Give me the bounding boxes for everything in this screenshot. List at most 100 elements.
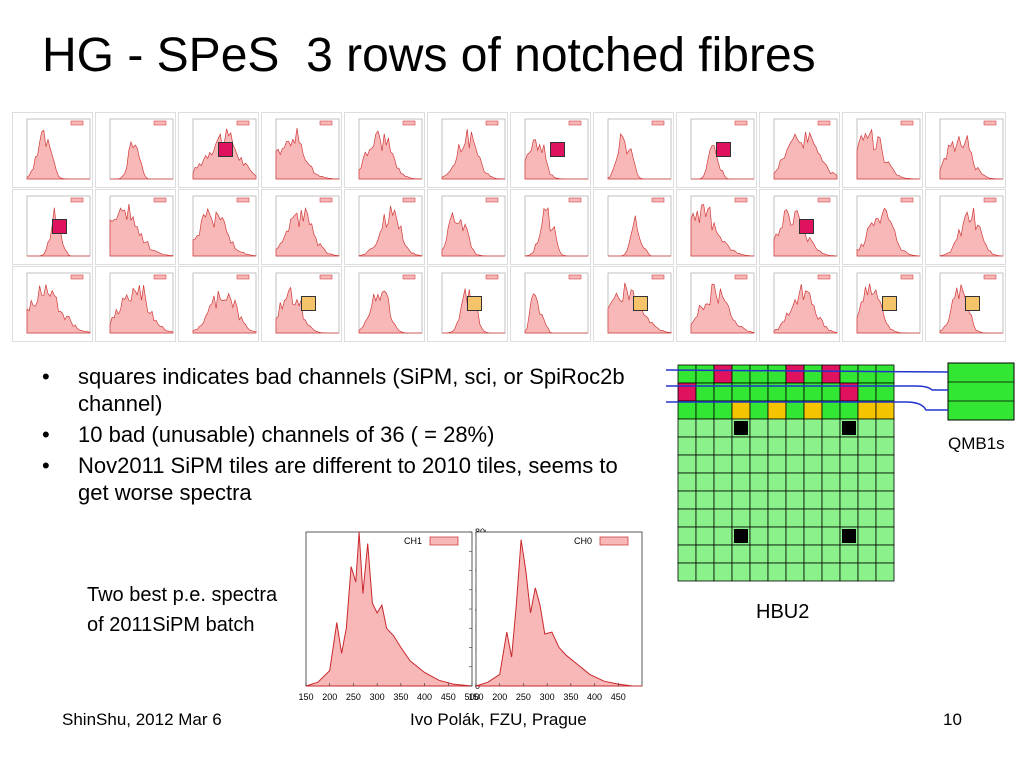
hbu-cell [731, 562, 751, 582]
hbu-cell [731, 508, 751, 528]
thumbnail-legend-swatch [402, 274, 416, 280]
thumbnail-spectrum [441, 211, 505, 257]
thumbnail-spectrum [358, 205, 423, 257]
hbu-cell [857, 490, 877, 510]
hbu-cell [785, 454, 805, 474]
hbu-cell [767, 364, 787, 384]
histogram-grid [12, 112, 1012, 344]
hbu-cell [875, 544, 895, 564]
hbu-cell [875, 436, 895, 456]
hbu-cell [677, 454, 697, 474]
thumbnail-spectrum [275, 207, 340, 257]
hbu-cell [695, 490, 715, 510]
hbu-cell [713, 400, 733, 420]
qmb-box [947, 362, 1015, 421]
thumbnail-spectrum [441, 129, 506, 180]
hbu-black-marker [842, 421, 856, 435]
x-tick-label: 300 [370, 692, 385, 702]
hbu-cell [857, 454, 877, 474]
hbu-diagram [665, 360, 1015, 590]
hbu-cell [875, 562, 895, 582]
hbu-cell [677, 544, 697, 564]
hbu-cell [767, 454, 787, 474]
hbu-cell [821, 400, 841, 420]
thumbnail-legend-swatch [651, 274, 665, 280]
hbu-cell [839, 490, 859, 510]
hbu-cell [731, 436, 751, 456]
histogram-thumbnail-plot [26, 118, 91, 180]
hbu-cell [749, 526, 769, 546]
histogram-thumbnail [925, 112, 1006, 188]
hbu-cell [803, 526, 823, 546]
histogram-thumbnail [344, 189, 425, 265]
thumbnail-legend-swatch [319, 274, 333, 280]
hbu-cell [767, 436, 787, 456]
slide-title: HG - SPeS 3 rows of notched fibres [42, 29, 816, 82]
histogram-thumbnail-plot [26, 272, 91, 334]
histogram-thumbnail [427, 189, 508, 265]
hbu-cell [731, 472, 751, 492]
thumbnail-legend-swatch [568, 274, 582, 280]
bullet-item: Nov2011 SiPM tiles are different to 2010… [38, 452, 648, 506]
thumbnail-spectrum [524, 207, 588, 257]
footer-page-number: 10 [943, 710, 962, 729]
bullet-list: squares indicates bad channels (SiPM, sc… [38, 363, 648, 510]
footer-left: ShinShu, 2012 Mar 6 [62, 710, 222, 729]
histogram-thumbnail [925, 189, 1006, 265]
hbu-cell [731, 490, 751, 510]
thumbnail-legend-swatch [485, 197, 499, 203]
bullet-item: 10 bad (unusable) channels of 36 ( = 28%… [38, 421, 648, 448]
thumbnail-legend-swatch [983, 120, 997, 126]
hbu-cell [821, 526, 841, 546]
histogram-thumbnail-plot [690, 118, 755, 180]
histogram-thumbnail [593, 112, 674, 188]
hbu-cell [695, 454, 715, 474]
hbu-cell [803, 508, 823, 528]
hbu-cell [803, 436, 823, 456]
hbu-cell [785, 400, 805, 420]
thumbnail-legend-swatch [402, 120, 416, 126]
thumbnail-legend-swatch [70, 197, 84, 203]
histogram-thumbnail [95, 189, 176, 265]
hbu-cell [695, 544, 715, 564]
hbu-cell [785, 418, 805, 438]
thumbnail-legend-swatch [319, 120, 333, 126]
hbu-cell [749, 490, 769, 510]
hbu-cell [749, 400, 769, 420]
hbu-cell [767, 508, 787, 528]
bad-channel-marker [633, 296, 648, 311]
histogram-thumbnail [261, 189, 342, 265]
thumbnail-legend-swatch [900, 120, 914, 126]
hbu-cell [713, 544, 733, 564]
thumbnail-spectrum [275, 127, 340, 180]
x-tick-label: 400 [417, 692, 432, 702]
histogram-thumbnail-plot [607, 118, 672, 180]
thumbnail-legend-swatch [734, 274, 748, 280]
bad-channel-marker [301, 296, 316, 311]
hbu-cell [803, 364, 823, 384]
thumbnail-spectrum [608, 215, 671, 257]
histogram-thumbnail-plot [690, 272, 755, 334]
thumbnail-legend-swatch [900, 274, 914, 280]
x-tick-label: 250 [516, 692, 531, 702]
thumbnail-legend-swatch [153, 120, 167, 126]
hbu-cell [767, 544, 787, 564]
hbu-cell [713, 562, 733, 582]
hbu-cell [767, 526, 787, 546]
thumbnail-legend-swatch [983, 274, 997, 280]
spectrum-area [475, 539, 642, 687]
hbu-cell [767, 400, 787, 420]
hbu-cell [731, 400, 751, 420]
hbu-cell [785, 490, 805, 510]
histogram-thumbnail [95, 266, 176, 342]
spectrum-area [305, 531, 473, 687]
hbu-cell [767, 490, 787, 510]
thumbnail-spectrum [939, 135, 1003, 180]
histogram-thumbnail-plot [773, 118, 838, 180]
histogram-thumbnail-plot [441, 118, 506, 180]
hbu-cell [803, 544, 823, 564]
hbu-cell [713, 508, 733, 528]
hbu-cell [821, 508, 841, 528]
thumbnail-spectrum [192, 207, 257, 257]
hbu-cell [731, 544, 751, 564]
